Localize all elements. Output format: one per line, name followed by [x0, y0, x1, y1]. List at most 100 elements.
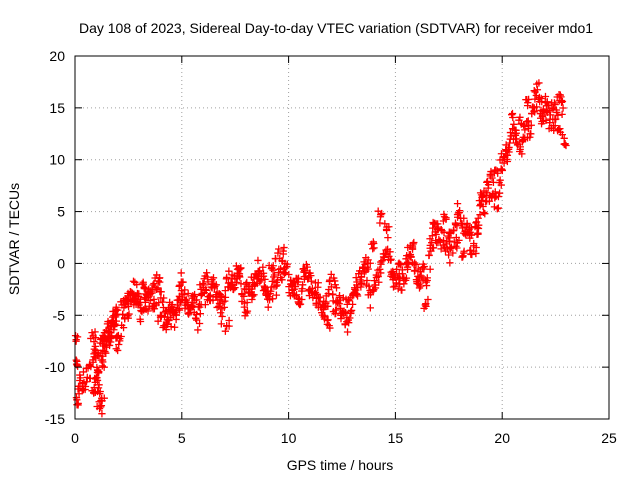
data-point: [366, 259, 374, 267]
data-point: [392, 279, 400, 287]
data-point: [463, 219, 471, 228]
data-point: [495, 189, 504, 197]
data-point: [92, 354, 100, 362]
data-point: [551, 121, 559, 130]
data-point: [457, 219, 465, 227]
data-point: [521, 126, 529, 134]
data-point: [472, 249, 480, 258]
data-point: [104, 333, 112, 341]
data-point: [208, 276, 216, 284]
data-point: [124, 296, 132, 304]
data-point: [265, 296, 274, 304]
data-point: [150, 305, 159, 313]
data-point: [516, 113, 524, 121]
data-point: [453, 200, 462, 208]
data-point: [342, 295, 350, 303]
data-point: [189, 292, 197, 300]
data-point: [389, 276, 397, 284]
data-point: [320, 313, 328, 321]
data-point: [432, 230, 440, 239]
data-point: [141, 295, 149, 303]
data-point: [76, 374, 85, 382]
data-point: [519, 121, 528, 129]
data-point: [561, 140, 569, 149]
data-point: [527, 121, 535, 129]
data-point: [335, 300, 343, 308]
data-point: [394, 285, 402, 293]
data-point: [423, 276, 431, 285]
data-point: [480, 208, 488, 217]
x-tick-label: 0: [71, 430, 79, 446]
y-tick-label: 0: [57, 255, 65, 271]
data-point: [107, 319, 115, 327]
data-point: [273, 281, 281, 289]
data-point: [279, 247, 287, 255]
data-point: [154, 284, 162, 292]
data-point: [410, 238, 418, 247]
data-point: [471, 222, 479, 231]
data-point: [557, 98, 566, 106]
data-point: [110, 322, 118, 331]
data-point: [114, 346, 122, 355]
data-point: [364, 265, 372, 273]
data-point: [347, 309, 355, 318]
x-tick-label: 5: [178, 430, 186, 446]
data-point: [81, 382, 90, 391]
data-point: [183, 298, 192, 306]
data-point: [366, 304, 374, 312]
data-point: [494, 204, 503, 212]
data-point: [243, 298, 251, 307]
data-point: [402, 274, 411, 282]
data-point: [346, 314, 354, 322]
data-point: [382, 226, 391, 235]
data-point: [460, 247, 468, 255]
data-point: [305, 291, 314, 300]
data-point: [243, 307, 252, 315]
data-point: [260, 282, 269, 290]
data-point: [112, 306, 120, 314]
data-point: [94, 368, 103, 377]
data-point: [480, 187, 488, 195]
data-point: [119, 323, 128, 332]
data-point: [424, 295, 432, 304]
data-point: [321, 312, 329, 320]
data-point: [125, 310, 133, 318]
data-point: [369, 245, 377, 253]
data-point: [75, 390, 83, 398]
y-tick-label: 20: [49, 48, 65, 64]
data-point: [360, 264, 368, 272]
y-tick-label: 5: [57, 204, 65, 220]
data-point: [493, 205, 501, 213]
data-point: [327, 270, 335, 279]
data-point: [117, 332, 125, 341]
data-point: [377, 260, 385, 268]
data-point: [218, 312, 226, 321]
data-point: [465, 230, 474, 238]
data-point: [420, 304, 428, 313]
data-point: [458, 253, 466, 261]
data-point: [196, 310, 205, 318]
data-point: [177, 269, 185, 277]
data-point: [397, 261, 405, 269]
data-point: [237, 264, 245, 272]
y-axis-label: SDTVAR / TECUs: [6, 183, 22, 295]
data-point: [559, 104, 567, 112]
data-point: [369, 238, 377, 246]
y-tick-label: 10: [49, 152, 65, 168]
data-point: [350, 284, 359, 292]
data-point: [244, 282, 252, 290]
data-point: [543, 98, 551, 106]
data-point: [494, 192, 503, 201]
data-point: [176, 297, 184, 305]
data-point: [272, 291, 281, 299]
data-point: [444, 251, 453, 259]
data-point: [272, 255, 280, 263]
y-tick-label: -10: [45, 359, 65, 375]
data-point: [472, 219, 480, 227]
data-point: [179, 278, 187, 286]
data-point: [518, 150, 526, 158]
data-point: [290, 279, 299, 287]
data-point: [304, 287, 313, 295]
data-point: [148, 287, 156, 295]
data-point: [387, 255, 395, 263]
